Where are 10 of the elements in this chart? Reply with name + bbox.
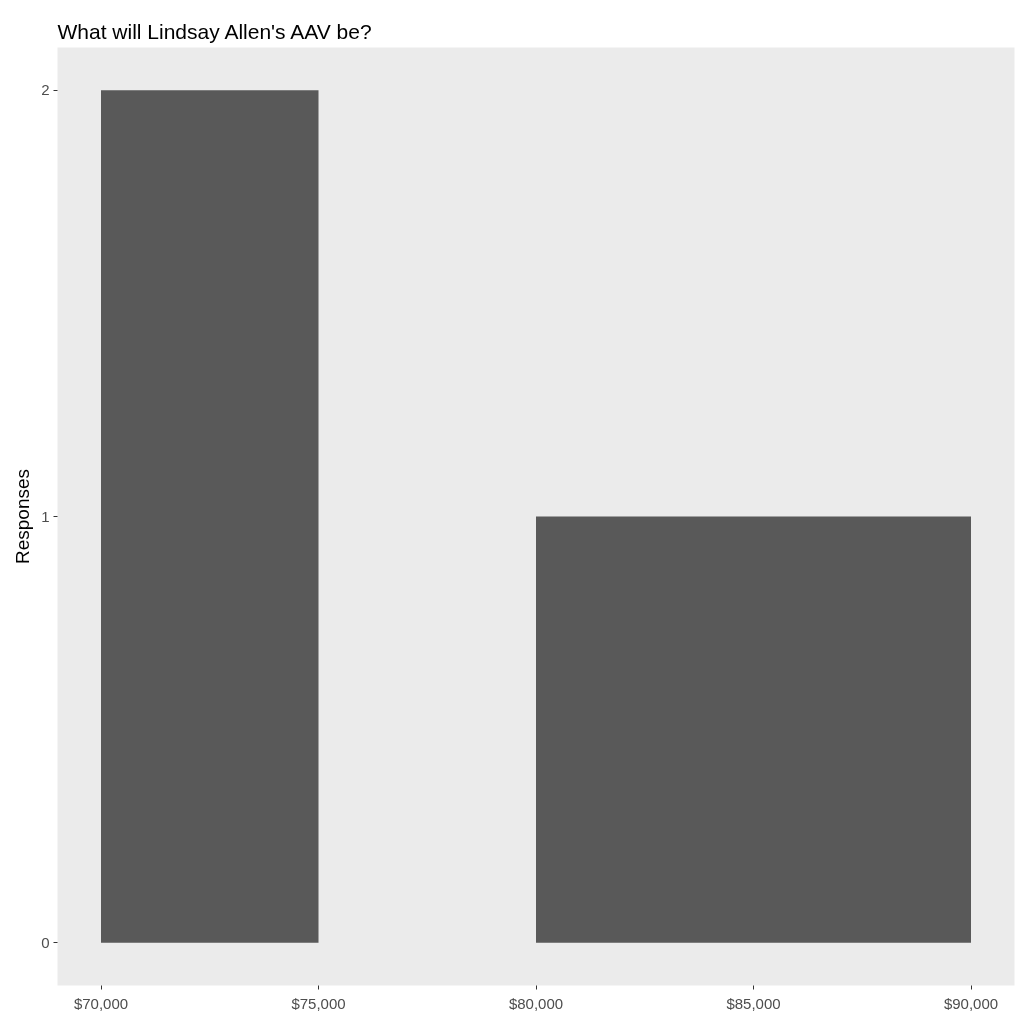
- chart-title: What will Lindsay Allen's AAV be?: [57, 19, 372, 43]
- x-tick-label: $80,000: [508, 994, 564, 1012]
- y-tick-label: 1: [41, 507, 50, 525]
- y-tick-label: 2: [41, 81, 50, 99]
- x-tick-label: $75,000: [291, 994, 346, 1012]
- y-axis-title: Responses: [12, 468, 34, 565]
- y-tick-label: 0: [41, 933, 50, 951]
- x-tick-label: $90,000: [943, 994, 999, 1012]
- x-tick-label: $85,000: [726, 994, 781, 1012]
- x-tick-label: $70,000: [73, 994, 129, 1012]
